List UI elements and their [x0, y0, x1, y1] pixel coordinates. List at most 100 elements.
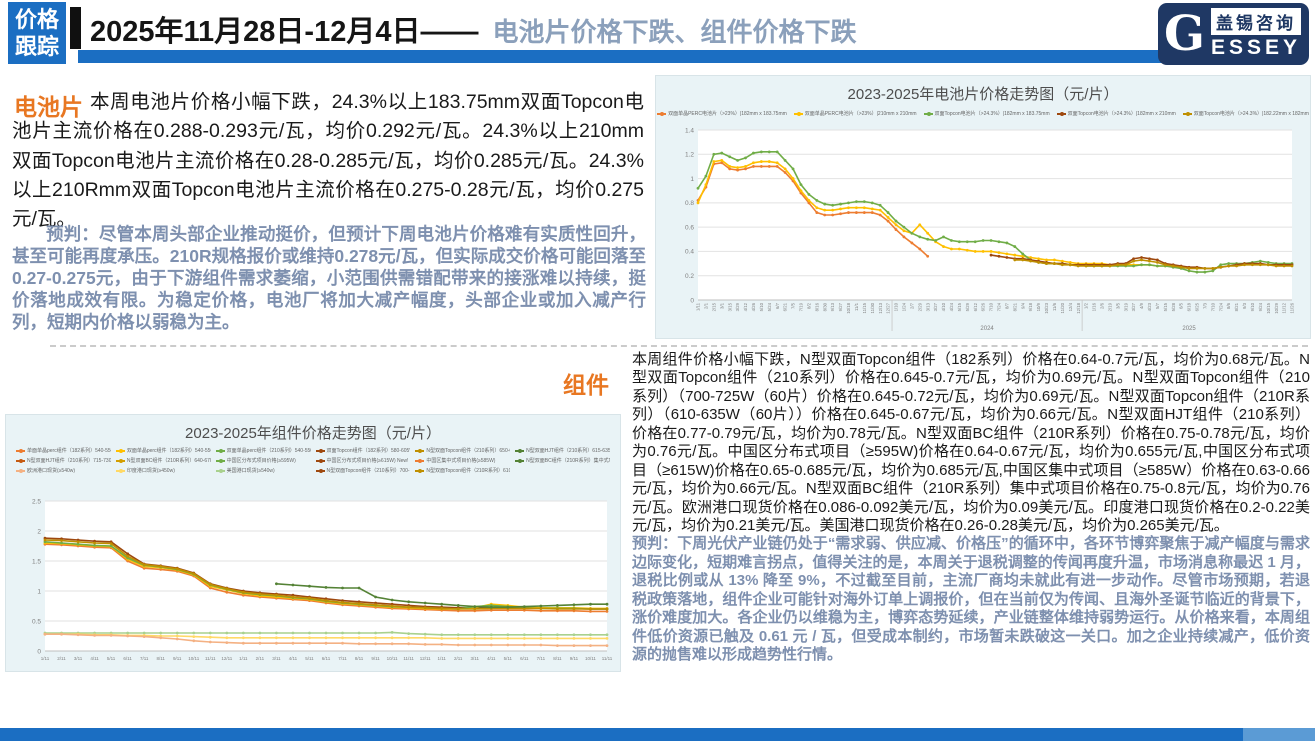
legend-marker-icon [215, 468, 225, 473]
svg-text:9/11: 9/11 [371, 656, 380, 661]
legend-item: N型双面BC组件（210R系列）640-670W [115, 457, 211, 464]
svg-text:4/11: 4/11 [487, 656, 496, 661]
svg-text:6/11: 6/11 [123, 656, 132, 661]
legend-marker-icon [793, 111, 803, 116]
legend-label: 中国区分布式项目价格(≥595W) [226, 458, 296, 464]
svg-text:1: 1 [37, 588, 41, 595]
svg-text:7/3: 7/3 [1202, 302, 1207, 309]
legend-marker-icon [657, 111, 667, 116]
cells-forecast-paragraph: 预判：尽管本周头部企业推动挺价，但预计下周电池片价格难有实质性回升，甚至可能再度… [12, 224, 646, 333]
svg-text:5/11: 5/11 [107, 656, 116, 661]
svg-text:3/5: 3/5 [1115, 302, 1120, 309]
bottom-blue-bar [0, 728, 1315, 741]
legend-marker-icon [1056, 111, 1066, 116]
svg-text:0: 0 [690, 297, 694, 304]
svg-text:11/1: 11/1 [854, 302, 859, 311]
legend-item: 双面Topcon电池片（>24.3%）|182mm x 183.75mm [923, 110, 1050, 117]
legend-label: N型双面BC组件（210R系列）集中式项目价格640-670W [526, 458, 610, 464]
svg-text:6/11: 6/11 [520, 656, 529, 661]
svg-text:9/4: 9/4 [1020, 302, 1025, 309]
legend-item: 中国区集中式项目价格(≥585W) [415, 457, 510, 464]
svg-text:2/19: 2/19 [1107, 302, 1112, 311]
legend-label: N型双面BC组件（210R系列）640-670W [126, 458, 211, 464]
svg-text:6/5: 6/5 [1179, 302, 1184, 309]
svg-text:11/30: 11/30 [870, 302, 875, 313]
legend-label: 单面单晶perc组件（182系列）540-550W（72片） [27, 448, 111, 454]
svg-text:10/15: 10/15 [1266, 302, 1271, 313]
svg-text:2/11: 2/11 [57, 656, 66, 661]
svg-text:4/11: 4/11 [90, 656, 99, 661]
svg-text:1.5: 1.5 [32, 558, 41, 565]
svg-text:5/24: 5/24 [767, 302, 772, 311]
svg-text:11/26: 11/26 [1290, 302, 1295, 313]
cells-price-paragraph: 本周电池片价格小幅下跌，24.3%以上183.75mm双面Topcon电池片主流… [12, 91, 644, 230]
svg-text:1/11: 1/11 [437, 656, 446, 661]
price-tracking-tab: 价格 跟踪 [8, 2, 66, 64]
modules-chart-plot: 0 0.5 1 1.5 2 2.5 1/11 2/11 3/11 4/11 5/11 6/11 7/11… [11, 495, 617, 667]
legend-label: N型双面Topcon组件（210系列）650-655W（60片） [426, 448, 511, 454]
svg-text:9/24: 9/24 [1258, 302, 1263, 311]
svg-text:8/2: 8/2 [806, 302, 811, 309]
legend-item: N型双面BC组件（210R系列）集中式项目价格640-670W [515, 457, 610, 464]
modules-price-chart: 0 0.5 1 1.5 2 2.5 1/11 2/11 3/11 4/11 5/11 6/11 7/11… [32, 498, 613, 661]
svg-text:2/1: 2/1 [704, 302, 709, 309]
svg-text:6/26: 6/26 [981, 302, 986, 311]
svg-text:1/16: 1/16 [1092, 302, 1097, 311]
legend-item: 双面Topcon电池片（>24.3%）|182.22mm x 182mm [1182, 110, 1309, 117]
svg-text:5/11: 5/11 [504, 656, 513, 661]
svg-text:11/11: 11/11 [602, 656, 613, 661]
cells-price-chart-panel: 2023-2025年电池片价格走势图（元/片） 双面单晶PERC电池片（>23%… [655, 75, 1311, 339]
legend-item: 双面单晶perc组件（182系列）540-550W（72片） [115, 447, 211, 454]
svg-text:11/6: 11/6 [1052, 302, 1057, 311]
cells-chart-legend: 双面单晶PERC电池片（>23%）|182mm x 183.75mm 双面单晶PE… [656, 110, 1310, 117]
legend-marker-icon [215, 458, 225, 463]
svg-text:2.5: 2.5 [32, 498, 41, 505]
svg-text:8/6: 8/6 [1226, 302, 1231, 309]
svg-text:1/11: 1/11 [239, 656, 248, 661]
svg-text:1/10: 1/10 [894, 302, 899, 311]
modules-section-label: 组件 [563, 372, 609, 398]
svg-text:2/6: 2/6 [1100, 302, 1105, 309]
legend-label: 印度港口现货(≥450w) [126, 468, 175, 474]
svg-text:11/12: 11/12 [1282, 302, 1287, 313]
legend-marker-icon [415, 448, 425, 453]
svg-text:2024: 2024 [980, 326, 994, 332]
svg-text:0.8: 0.8 [685, 200, 694, 207]
legend-item: 单面单晶perc组件（182系列）540-550W（72片） [16, 447, 111, 454]
svg-text:7/5: 7/5 [791, 302, 796, 309]
legend-marker-icon [315, 448, 325, 453]
legend-label: 双面单晶PERC电池片（>23%）|210mm x 210mm [804, 111, 917, 117]
legend-label: 双面Topcon电池片（>24.3%）|182mm x 210mm [1067, 111, 1176, 117]
svg-text:10/11: 10/11 [387, 656, 398, 661]
svg-text:8/30: 8/30 [822, 302, 827, 311]
modules-text-column: 本周组件价格小幅下跌，N型双面Topcon组件（182系列）价格在0.64-0.… [632, 351, 1310, 664]
svg-text:4/12: 4/12 [743, 302, 748, 311]
svg-text:1/11: 1/11 [41, 656, 50, 661]
svg-text:8/11: 8/11 [156, 656, 165, 661]
svg-text:4/24: 4/24 [949, 302, 954, 311]
legend-label: 双面Topcon组件（182系列）580-605W [326, 448, 411, 454]
logo-english-name: ESSEY [1210, 36, 1301, 59]
svg-text:5/29: 5/29 [965, 302, 970, 311]
svg-text:8/16: 8/16 [814, 302, 819, 311]
legend-item: 双面单晶PERC电池片（>23%）|182mm x 183.75mm [657, 110, 787, 117]
svg-text:6/25: 6/25 [1195, 302, 1200, 311]
svg-text:7/19: 7/19 [799, 302, 804, 311]
legend-label: 双面Topcon电池片（>24.3%）|182.22mm x 182mm [1193, 111, 1309, 117]
svg-text:6/12: 6/12 [973, 302, 978, 311]
legend-marker-icon [215, 448, 225, 453]
svg-text:10/18: 10/18 [846, 302, 851, 313]
logo-chinese-name: 盖锡咨询 [1210, 8, 1301, 35]
svg-text:9/10: 9/10 [1250, 302, 1255, 311]
svg-text:11/11: 11/11 [403, 656, 414, 661]
svg-text:1/2: 1/2 [1084, 302, 1089, 309]
svg-text:10/29: 10/29 [1274, 302, 1279, 313]
svg-text:2/15: 2/15 [711, 302, 716, 311]
legend-label: 美国港口现货(≥540w) [226, 468, 275, 474]
svg-text:10/23: 10/23 [1044, 302, 1049, 313]
header-blue-bar [78, 50, 1244, 63]
legend-label: 双面单晶perc组件（182系列）540-550W（72片） [126, 448, 211, 454]
svg-text:0.6: 0.6 [685, 224, 694, 231]
svg-text:6/7: 6/7 [775, 302, 780, 309]
title-accent-bar [70, 7, 81, 49]
